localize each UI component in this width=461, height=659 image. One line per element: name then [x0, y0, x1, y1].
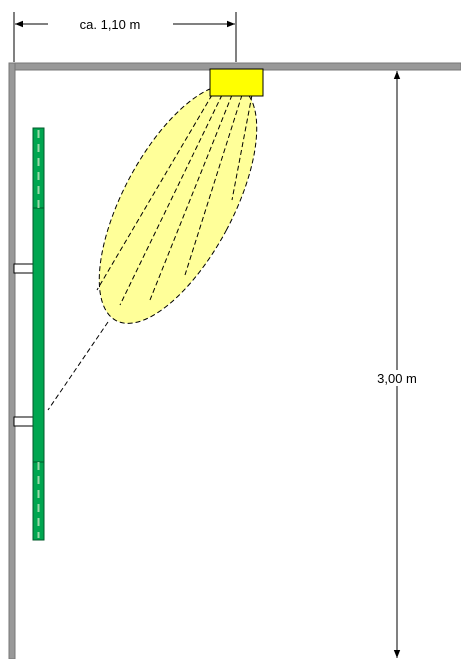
width-label: ca. 1,10 m [80, 17, 141, 32]
beam-lines [47, 94, 253, 411]
bracket [13, 416, 35, 427]
label-bg [366, 370, 428, 386]
board [32, 127, 45, 541]
bracket [13, 263, 35, 274]
height-label: 3,00 m [377, 371, 417, 386]
wall [8, 62, 16, 659]
luminaire [209, 68, 264, 97]
label-bg [48, 16, 173, 32]
light-cone [98, 84, 258, 324]
